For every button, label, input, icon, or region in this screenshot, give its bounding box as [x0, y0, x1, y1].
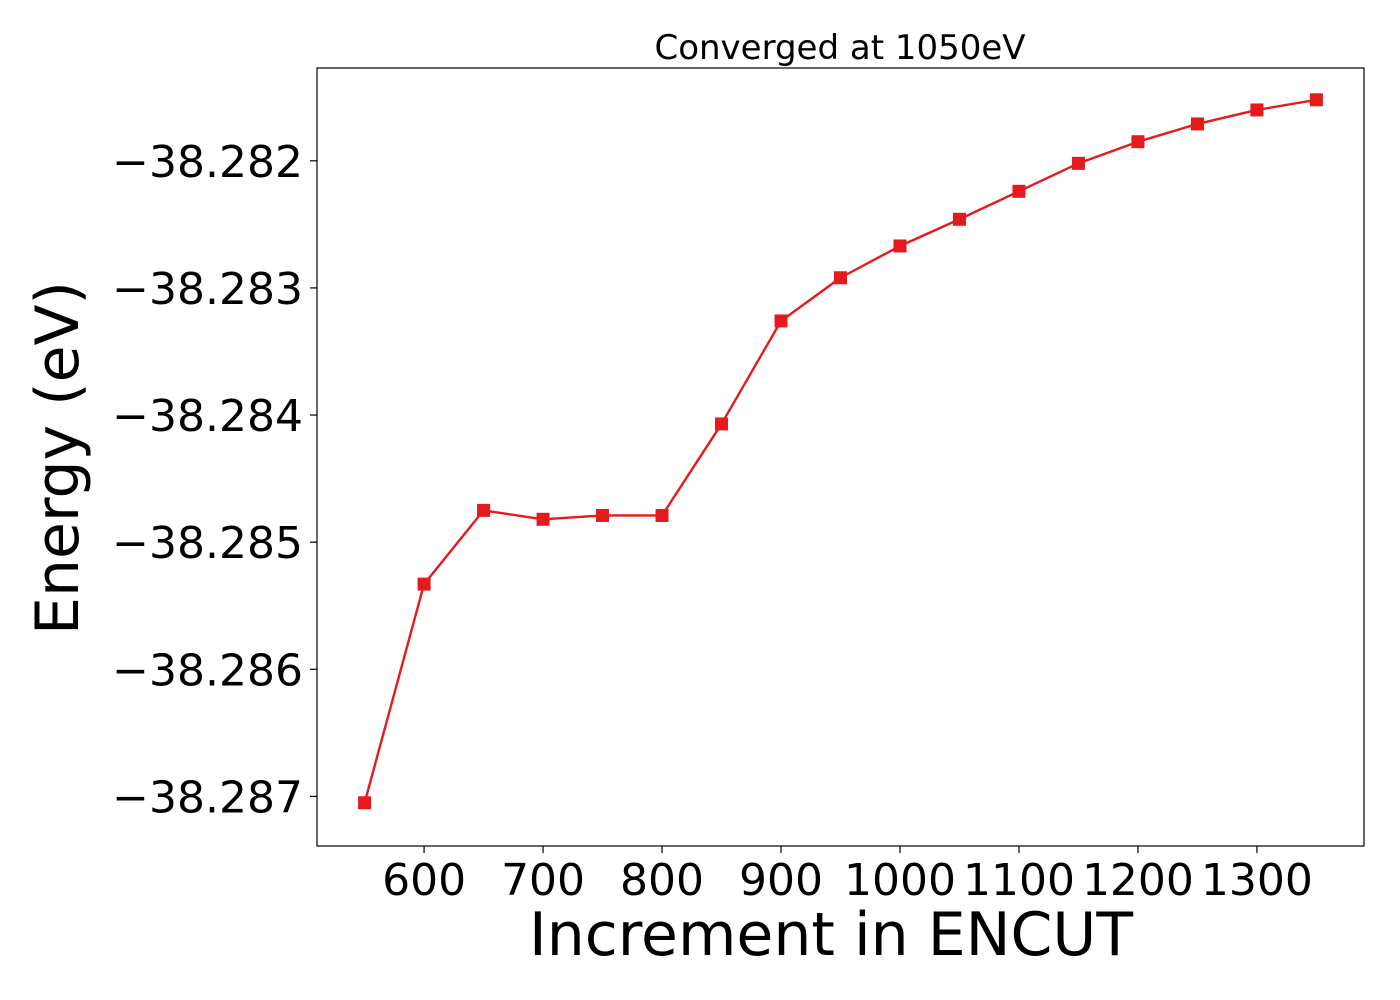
- y-tick-label: −38.287: [112, 772, 303, 823]
- data-point-marker: [417, 577, 431, 591]
- data-point-marker: [834, 271, 847, 285]
- y-tick-label: −38.284: [112, 391, 303, 442]
- data-point-marker: [536, 512, 550, 526]
- axis-ticks: 600 700 800 900 1000 1100 1200 1300 −38.287 −38.2…: [112, 137, 1313, 906]
- axes-frame: [316, 67, 1365, 847]
- y-tick-label: −38.282: [112, 137, 303, 188]
- data-point-marker: [1190, 117, 1204, 131]
- data-point-marker: [893, 239, 907, 253]
- data-point-marker: [596, 508, 610, 522]
- x-tick-label: 1200: [1082, 855, 1194, 906]
- x-axis-label: Increment in ENCUT: [529, 900, 1133, 970]
- data-point-marker: [358, 796, 372, 810]
- y-tick-label: −38.285: [112, 518, 303, 569]
- x-tick-label: 700: [501, 855, 585, 906]
- x-tick-label: 800: [620, 855, 704, 906]
- data-point-marker: [774, 314, 788, 328]
- x-tick-label: 900: [739, 855, 823, 906]
- data-point-marker: [1012, 184, 1026, 198]
- y-tick-label: −38.286: [112, 645, 303, 696]
- data-point-marker: [1131, 135, 1145, 149]
- x-tick-label: 600: [382, 855, 466, 906]
- x-tick-label: 1300: [1201, 855, 1313, 906]
- plot-area: [358, 93, 1323, 810]
- x-tick-label: 1000: [844, 855, 956, 906]
- data-point-marker: [1250, 103, 1264, 117]
- y-tick-label: −38.283: [112, 264, 303, 315]
- data-point-marker: [952, 212, 966, 226]
- data-point-marker: [477, 503, 491, 517]
- data-point-marker: [1071, 156, 1085, 170]
- y-axis-label: Energy (eV): [23, 281, 93, 635]
- data-point-marker: [715, 417, 729, 431]
- x-tick-label: 1100: [963, 855, 1075, 906]
- data-point-marker: [655, 508, 669, 522]
- data-point-marker: [1309, 93, 1323, 107]
- chart-title: Converged at 1050eV: [654, 28, 1025, 68]
